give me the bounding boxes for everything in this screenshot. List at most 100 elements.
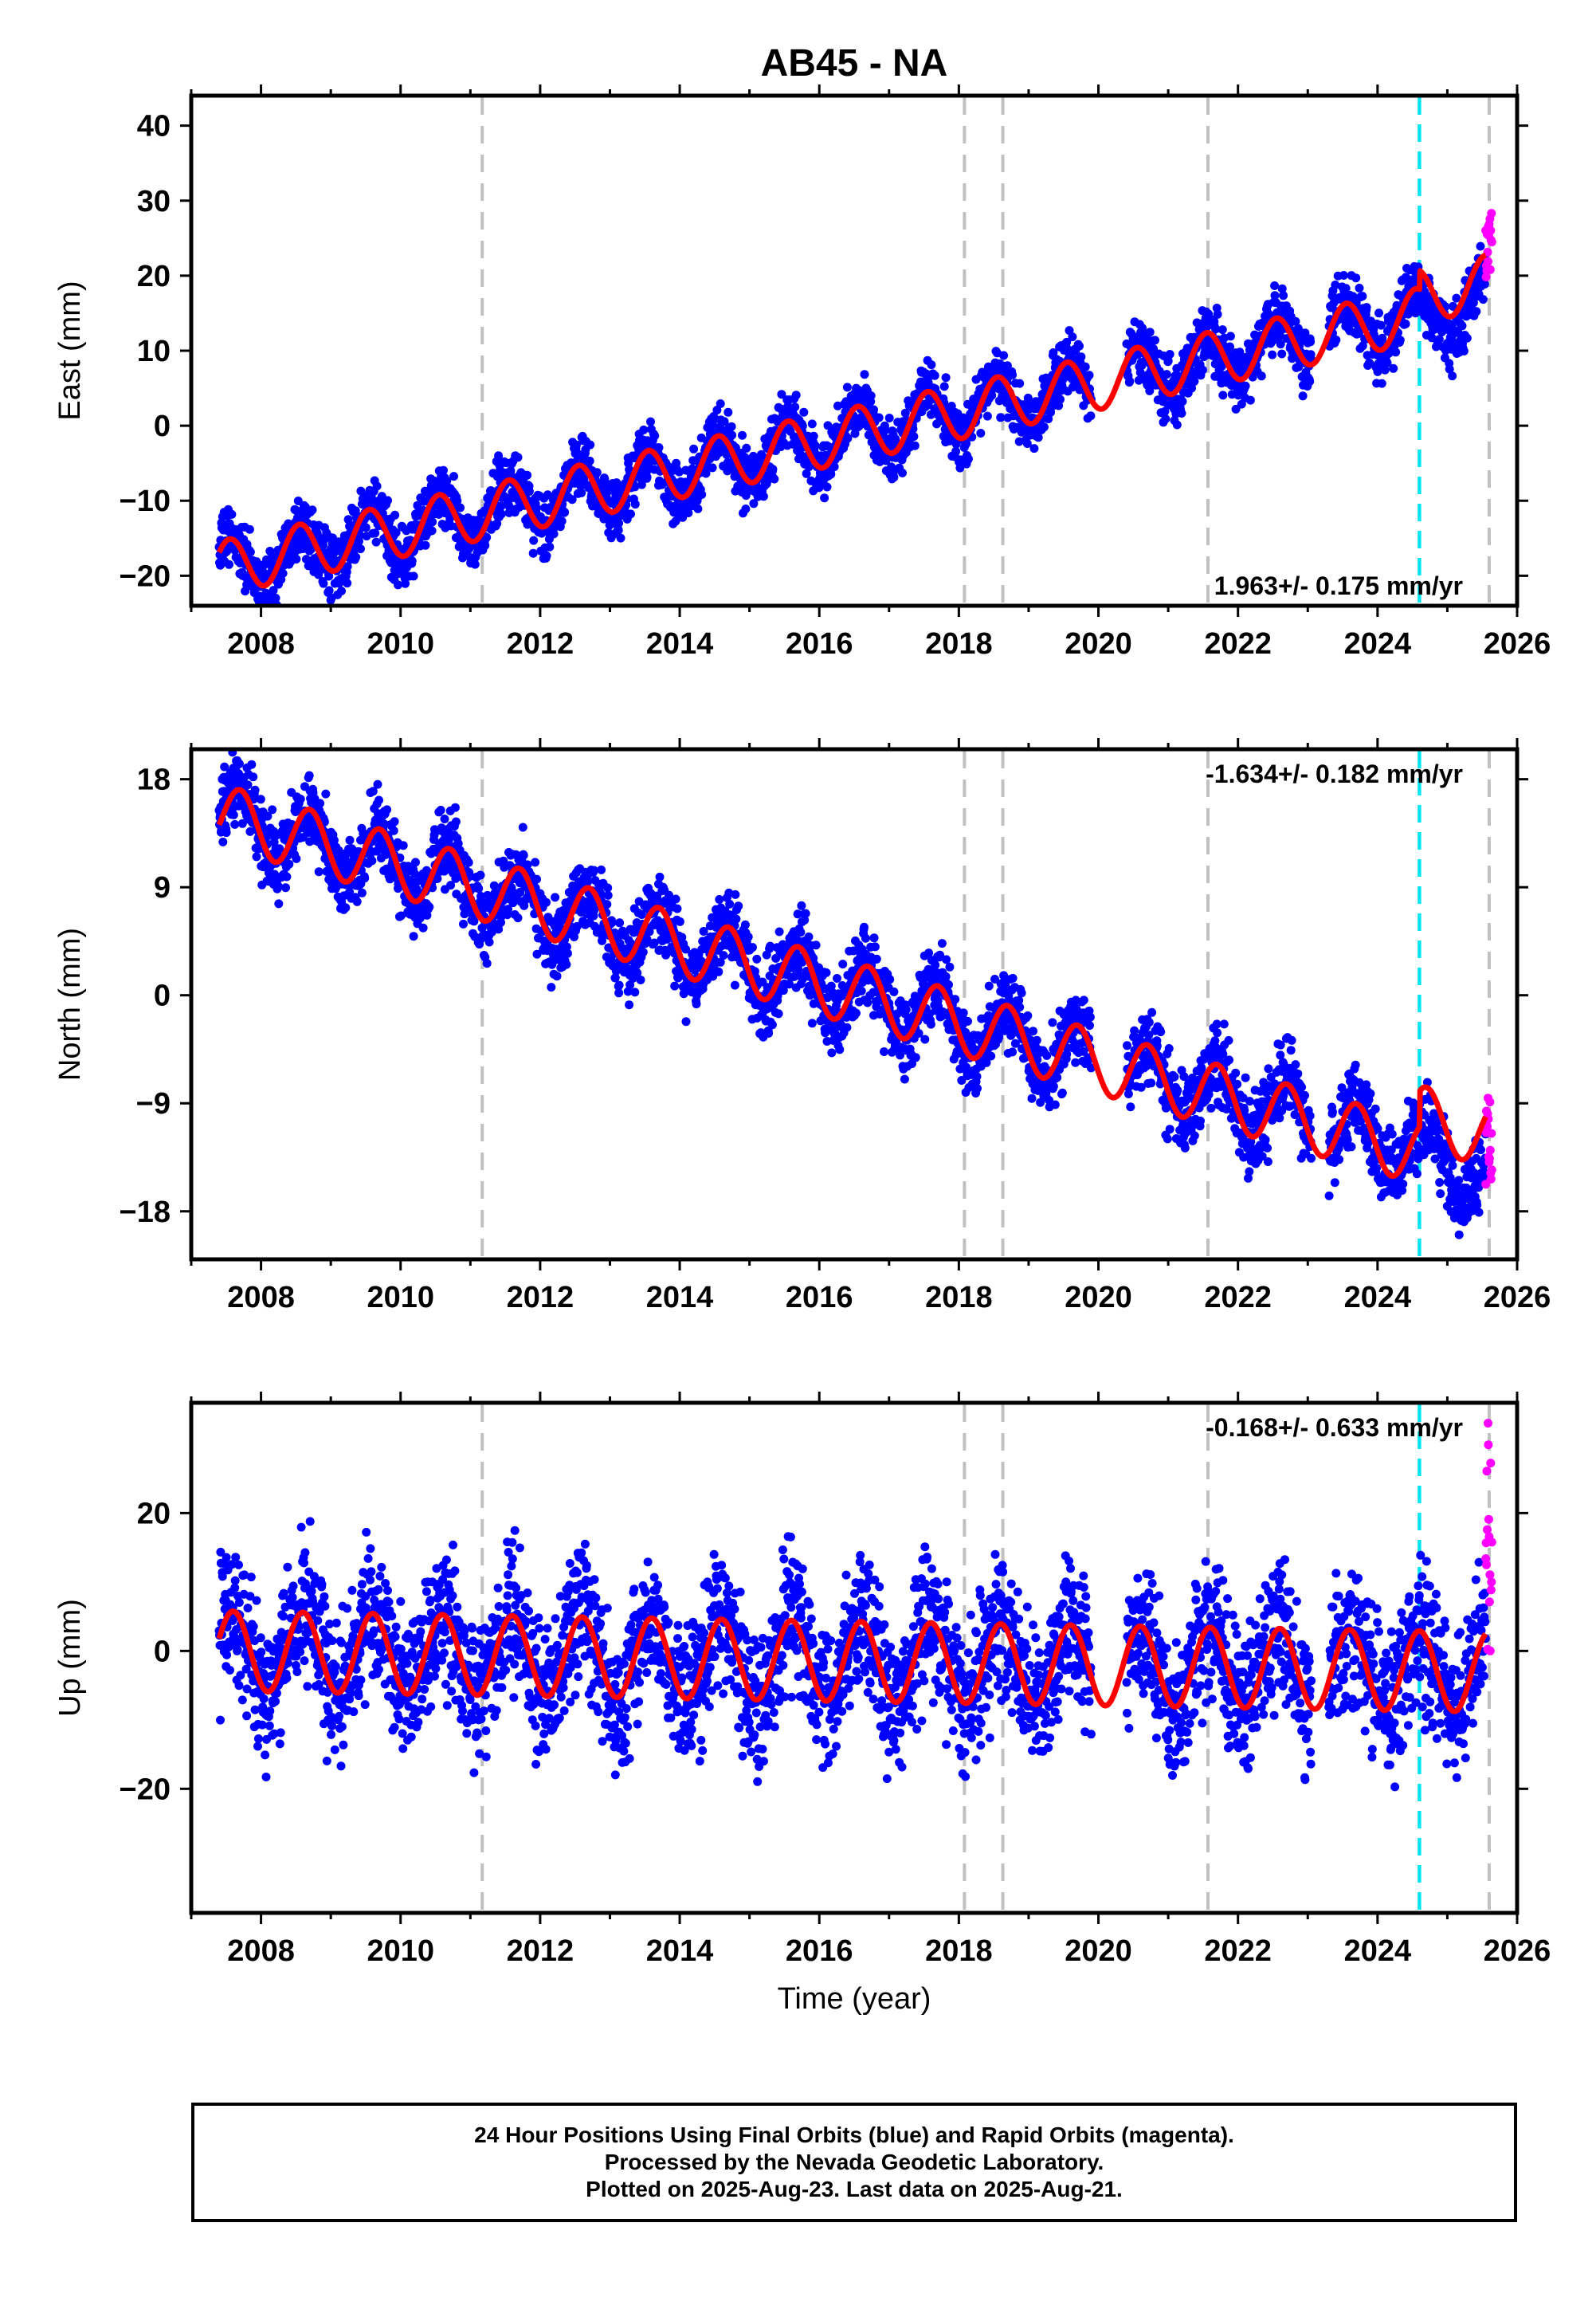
data-point — [1339, 271, 1348, 280]
data-point — [1268, 350, 1277, 359]
chart-title: AB45 - NA — [761, 42, 948, 84]
data-point — [716, 399, 725, 408]
data-point — [1023, 393, 1033, 403]
data-point — [774, 1009, 783, 1019]
data-point — [811, 941, 821, 950]
data-point — [456, 503, 465, 512]
data-point — [1270, 291, 1280, 300]
data-point — [625, 1000, 634, 1010]
x-tick-label: 2020 — [1065, 627, 1132, 661]
data-point — [562, 960, 571, 969]
data-point — [269, 586, 278, 595]
data-point — [1389, 363, 1398, 373]
data-point — [743, 933, 753, 941]
data-point — [777, 390, 786, 399]
data-point — [352, 897, 362, 906]
data-point — [428, 517, 437, 527]
data-point — [749, 499, 759, 509]
y-tick-label: −10 — [120, 485, 171, 518]
data-point — [439, 465, 448, 475]
data-point — [411, 858, 420, 867]
data-point — [697, 490, 707, 499]
data-point — [1022, 439, 1032, 448]
data-point — [513, 913, 523, 923]
data-point — [407, 556, 417, 566]
data-point — [1008, 370, 1018, 379]
data-point — [927, 360, 936, 370]
data-point — [852, 1008, 861, 1018]
data-point — [361, 523, 371, 532]
data-point — [630, 482, 640, 492]
data-point — [401, 579, 410, 588]
data-point — [371, 537, 381, 547]
data-point — [324, 586, 334, 595]
data-point — [1151, 336, 1159, 345]
data-point — [708, 463, 717, 473]
data-point — [797, 901, 806, 910]
data-point — [418, 923, 428, 933]
data-point — [1305, 377, 1315, 387]
data-point — [693, 504, 703, 513]
data-point — [701, 469, 711, 478]
data-point — [996, 413, 1006, 422]
data-point — [528, 548, 538, 558]
data-point — [1029, 444, 1039, 454]
data-point — [842, 1023, 852, 1032]
data-point — [730, 980, 739, 990]
data-point — [866, 391, 876, 400]
data-point — [281, 883, 290, 893]
data-point — [752, 954, 762, 964]
data-point — [822, 482, 832, 492]
data-point — [421, 540, 430, 550]
data-point — [673, 904, 682, 913]
data-point — [218, 837, 228, 846]
data-point — [615, 918, 625, 928]
data-point — [1279, 291, 1288, 300]
data-point — [391, 528, 401, 537]
data-point — [532, 874, 541, 884]
data-point — [1213, 309, 1222, 319]
data-point — [282, 872, 292, 882]
data-point — [1125, 376, 1135, 386]
data-point — [571, 440, 581, 450]
data-point — [1218, 391, 1228, 400]
data-point — [1358, 292, 1367, 301]
data-point — [630, 988, 640, 997]
data-point — [874, 413, 884, 422]
data-point — [1445, 364, 1454, 374]
data-point — [436, 806, 445, 815]
data-point — [271, 593, 280, 603]
data-point — [689, 444, 699, 454]
series-rapid-orbits — [1481, 209, 1496, 281]
data-point — [1384, 348, 1394, 358]
data-point — [1374, 308, 1383, 318]
data-point — [833, 974, 841, 983]
data-point — [774, 927, 784, 937]
data-point — [976, 429, 986, 438]
data-point — [532, 503, 541, 512]
data-point — [1084, 371, 1094, 380]
data-point — [719, 951, 728, 960]
data-point — [1476, 242, 1485, 251]
data-point — [1462, 333, 1472, 343]
data-point — [987, 391, 997, 400]
data-point — [542, 897, 551, 907]
data-point — [614, 518, 624, 528]
data-point — [1225, 342, 1234, 351]
data-point — [549, 529, 559, 539]
data-point — [767, 1020, 777, 1030]
data-point — [1033, 433, 1043, 442]
data-point — [597, 865, 606, 874]
data-point — [799, 407, 809, 417]
data-point — [1377, 379, 1386, 388]
data-point — [345, 835, 355, 845]
data-point — [243, 780, 253, 790]
data-point — [748, 943, 757, 952]
data-point — [275, 844, 284, 854]
data-point — [1080, 362, 1090, 371]
data-point — [308, 505, 317, 515]
data-point — [616, 533, 625, 543]
data-point — [470, 560, 480, 569]
data-point — [343, 515, 353, 524]
data-point — [801, 909, 810, 918]
